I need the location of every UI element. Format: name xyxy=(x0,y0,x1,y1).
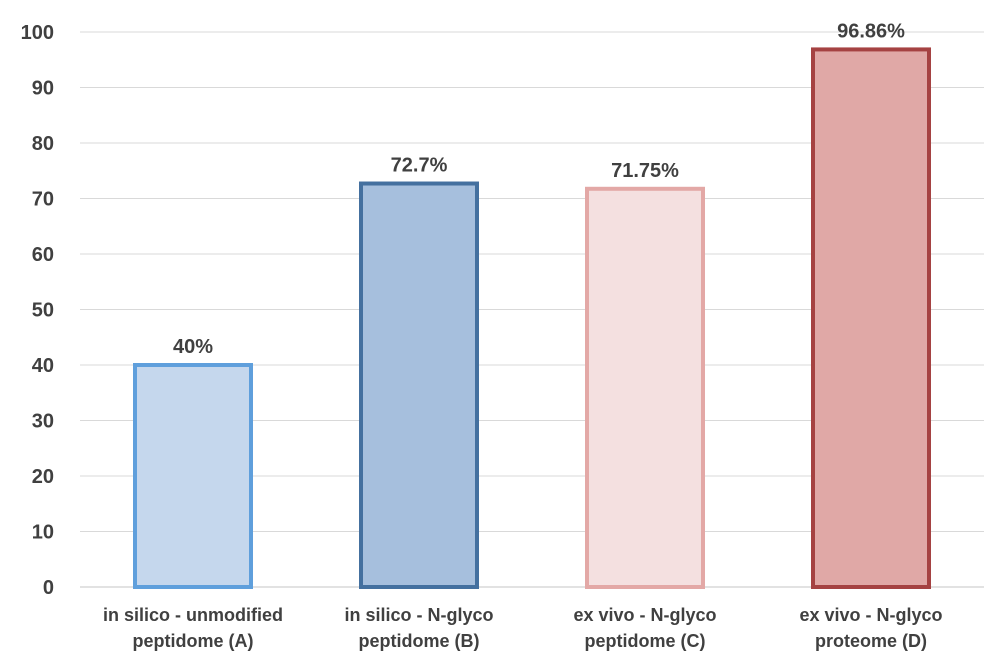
category-label: ex vivo - N-glyco xyxy=(799,605,942,625)
bar xyxy=(811,47,931,589)
y-tick-label: 30 xyxy=(32,411,54,433)
y-tick-label: 70 xyxy=(32,189,54,211)
bar xyxy=(133,363,253,589)
data-label: 72.7% xyxy=(391,155,448,177)
category-label: proteome (D) xyxy=(815,631,927,651)
category-label: peptidome (B) xyxy=(359,631,480,651)
category-label: peptidome (C) xyxy=(585,631,706,651)
y-tick-label: 10 xyxy=(32,522,54,544)
category-label: peptidome (A) xyxy=(133,631,254,651)
category-labels: in silico - unmodified peptidome (A) in si… xyxy=(103,605,943,651)
y-axis-tick-labels: 0 10 20 30 40 50 60 70 80 90 100 xyxy=(21,22,54,599)
y-tick-label: 100 xyxy=(21,22,54,44)
y-tick-label: 0 xyxy=(43,577,54,599)
y-tick-label: 90 xyxy=(32,78,54,100)
y-tick-label: 60 xyxy=(32,244,54,266)
category-label: ex vivo - N-glyco xyxy=(573,605,716,625)
y-tick-label: 80 xyxy=(32,133,54,155)
category-label: in silico - unmodified xyxy=(103,605,283,625)
data-label: 71.75% xyxy=(611,160,679,182)
data-labels: 40% 72.7% 71.75% 96.86% xyxy=(173,20,905,358)
bar xyxy=(585,186,705,589)
y-tick-label: 40 xyxy=(32,355,54,377)
data-label: 96.86% xyxy=(837,20,905,42)
y-tick-label: 50 xyxy=(32,300,54,322)
y-tick-label: 20 xyxy=(32,466,54,488)
category-label: in silico - N-glyco xyxy=(344,605,493,625)
bar xyxy=(359,181,479,589)
bars xyxy=(133,47,931,589)
data-label: 40% xyxy=(173,336,213,358)
